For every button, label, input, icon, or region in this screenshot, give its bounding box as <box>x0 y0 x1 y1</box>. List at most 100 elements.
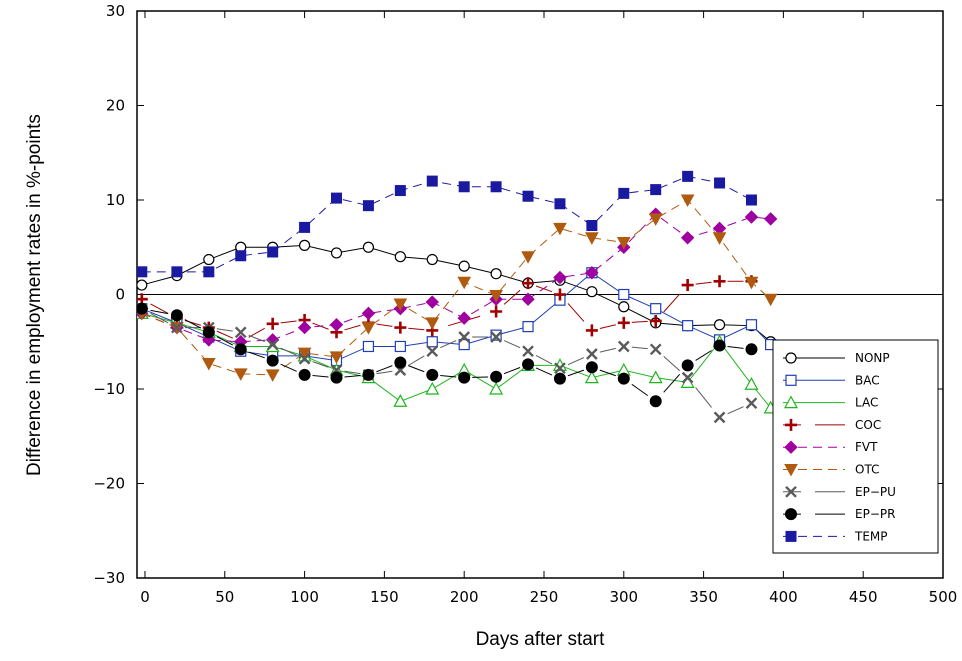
data-point <box>585 266 599 280</box>
series-segment <box>631 383 649 397</box>
series-fvt <box>137 207 778 349</box>
data-point <box>425 381 440 395</box>
data-point <box>425 295 439 309</box>
legend-item: TEMP <box>783 529 888 543</box>
x-tick-label: 300 <box>609 588 638 606</box>
series-coc <box>137 275 758 348</box>
series-segment <box>344 370 361 375</box>
data-point <box>361 322 376 335</box>
series-segment <box>503 289 521 305</box>
series-segment <box>695 350 712 361</box>
x-tick-label: 50 <box>215 588 234 606</box>
data-point <box>745 194 757 206</box>
legend-marker <box>785 374 797 386</box>
data-point <box>745 343 758 356</box>
legend-item: BAC <box>783 373 880 387</box>
series-segment <box>312 375 329 378</box>
data-point <box>763 212 778 226</box>
data-point <box>554 362 566 375</box>
data-point <box>616 237 631 250</box>
series-segment <box>216 330 233 339</box>
data-point <box>618 288 630 301</box>
series-segment <box>248 334 265 342</box>
data-point <box>235 250 247 262</box>
series-segment <box>695 387 712 408</box>
data-point <box>617 340 630 353</box>
data-point <box>298 239 311 251</box>
x-tick-label: 100 <box>290 588 319 606</box>
legend-item: FVT <box>783 440 878 454</box>
legend-marker <box>785 485 797 498</box>
data-point <box>553 222 567 236</box>
data-point <box>712 232 727 245</box>
data-point <box>713 411 726 424</box>
legend-marker <box>784 464 798 477</box>
data-point <box>330 247 343 259</box>
data-point <box>266 317 279 330</box>
data-point <box>648 370 663 384</box>
series-segment <box>248 327 265 338</box>
data-point <box>489 381 504 395</box>
data-point <box>265 369 280 382</box>
series-segment <box>567 357 585 366</box>
legend-item: OTC <box>783 463 879 477</box>
data-point <box>458 338 470 351</box>
data-point <box>649 395 662 408</box>
data-point <box>458 260 470 272</box>
data-point <box>553 372 566 385</box>
data-point <box>680 231 695 245</box>
data-point <box>681 371 694 384</box>
data-point <box>426 253 438 266</box>
data-point <box>267 246 279 258</box>
series-segment <box>280 363 297 372</box>
y-tick-label: 0 <box>115 286 125 304</box>
x-axis-title: Days after start <box>476 629 606 650</box>
data-point <box>297 347 312 361</box>
y-tick-label: −30 <box>93 569 125 587</box>
data-point <box>201 357 216 371</box>
series-segment <box>440 375 457 378</box>
data-point <box>744 377 759 390</box>
series-segment <box>150 303 169 314</box>
data-point <box>202 326 215 339</box>
y-tick-label: 20 <box>106 97 125 115</box>
legend-marker <box>785 530 797 542</box>
data-point <box>425 317 440 330</box>
data-point <box>713 319 726 331</box>
series-segment <box>376 365 393 373</box>
data-point <box>650 303 662 315</box>
legend-label: TEMP <box>854 529 888 543</box>
data-point <box>585 232 599 245</box>
series-temp <box>137 170 757 278</box>
data-point <box>681 359 694 372</box>
legend-box <box>772 339 939 554</box>
y-axis-title: Difference in employment rates in %-poin… <box>24 114 45 476</box>
data-point <box>170 309 183 322</box>
legend-item: EP−PU <box>783 485 896 499</box>
data-point <box>745 319 758 331</box>
legend-label: OTC <box>855 463 879 477</box>
data-point <box>362 200 374 212</box>
x-tick-label: 500 <box>929 588 958 606</box>
data-point <box>329 351 344 364</box>
data-point <box>137 279 148 291</box>
legend-marker <box>783 395 799 409</box>
data-point <box>680 194 695 208</box>
data-point <box>586 348 598 360</box>
data-point <box>394 185 406 197</box>
series-segment <box>312 361 329 368</box>
series-segment <box>376 370 393 375</box>
series-segment <box>150 309 169 315</box>
data-point <box>458 371 471 384</box>
y-tick-label: 10 <box>106 191 125 209</box>
legend-marker <box>785 508 797 521</box>
x-tick-label: 450 <box>849 588 878 606</box>
x-tick-label: 150 <box>370 588 399 606</box>
series-ep-pu <box>137 302 758 424</box>
data-point <box>553 288 566 301</box>
data-point <box>649 343 662 356</box>
data-point <box>426 336 438 348</box>
series-segment <box>503 367 521 375</box>
series-layer <box>137 170 778 424</box>
data-point <box>682 320 694 332</box>
